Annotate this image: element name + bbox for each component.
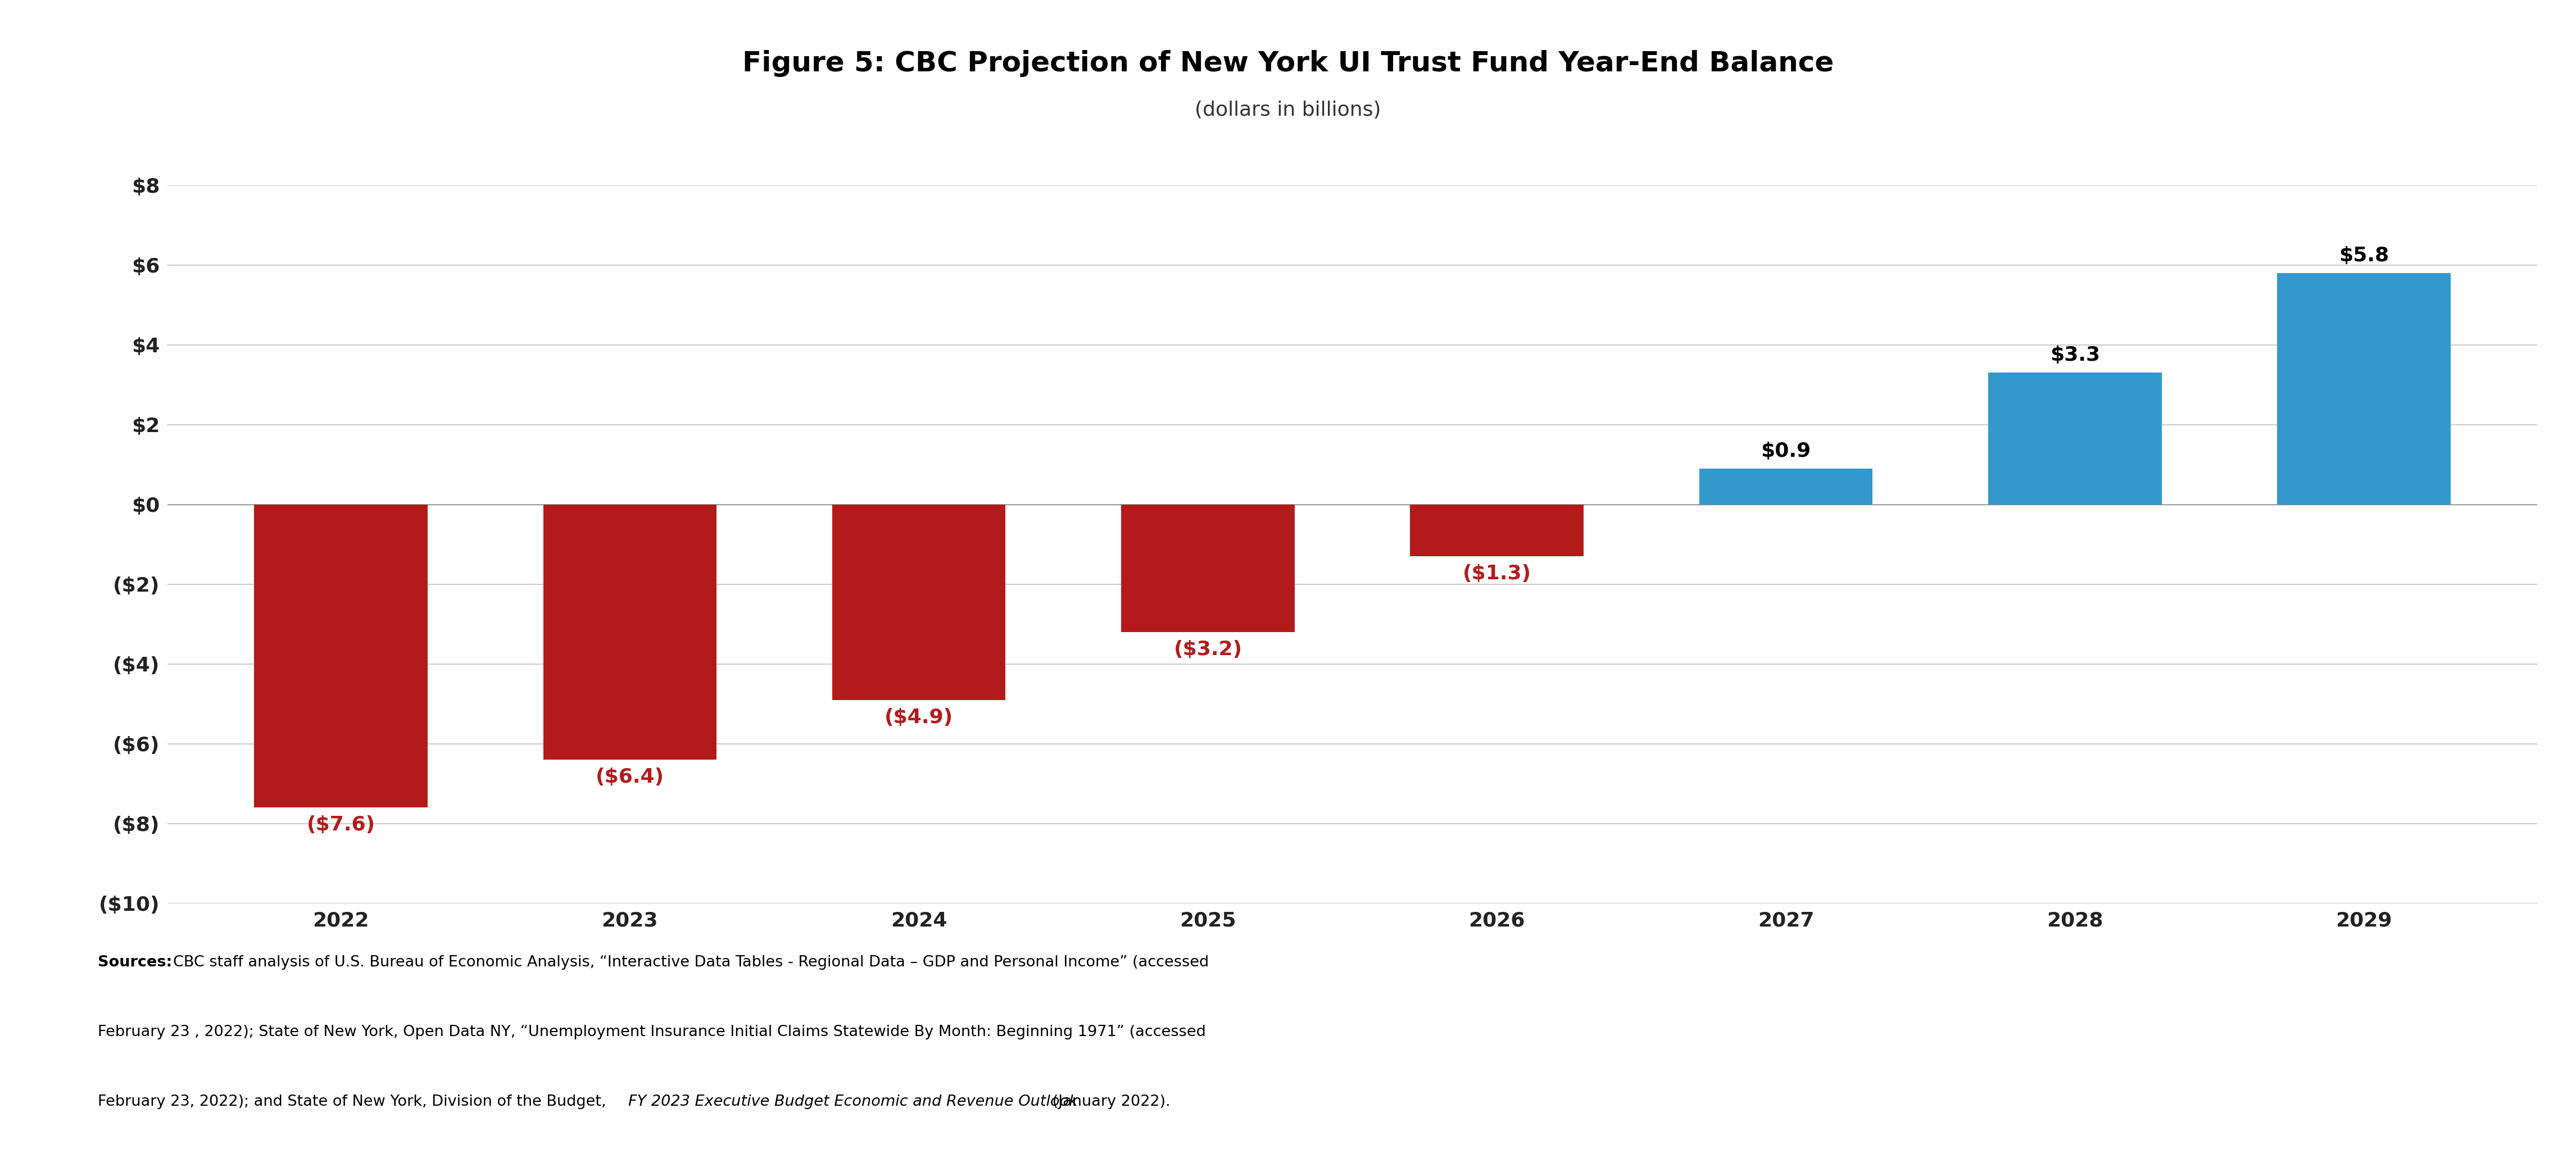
Text: (January 2022).: (January 2022). <box>1048 1094 1170 1109</box>
Text: (dollars in billions): (dollars in billions) <box>1195 101 1381 119</box>
Text: $0.9: $0.9 <box>1762 441 1811 461</box>
Text: $5.8: $5.8 <box>2339 245 2388 265</box>
Bar <box>1700 469 1873 505</box>
Text: ($7.6): ($7.6) <box>307 815 376 835</box>
Text: February 23, 2022); and State of New York, Division of the Budget,: February 23, 2022); and State of New Yor… <box>98 1094 611 1109</box>
Bar <box>2277 273 2450 505</box>
Bar <box>1121 505 1296 632</box>
Text: $3.3: $3.3 <box>2050 346 2099 365</box>
Bar <box>255 505 428 807</box>
Text: ($6.4): ($6.4) <box>595 768 665 786</box>
Bar <box>544 505 716 760</box>
Bar <box>1409 505 1584 556</box>
Text: FY 2023 Executive Budget Economic and Revenue Outlook: FY 2023 Executive Budget Economic and Re… <box>629 1094 1077 1109</box>
Text: ($1.3): ($1.3) <box>1463 564 1530 584</box>
Text: ($3.2): ($3.2) <box>1175 640 1242 659</box>
Bar <box>832 505 1005 699</box>
Text: Sources:: Sources: <box>98 955 178 970</box>
Text: ($4.9): ($4.9) <box>884 708 953 727</box>
Bar <box>1989 373 2161 505</box>
Text: CBC staff analysis of U.S. Bureau of Economic Analysis, “Interactive Data Tables: CBC staff analysis of U.S. Bureau of Eco… <box>173 955 1208 970</box>
Text: February 23 , 2022); State of New York, Open Data NY, “Unemployment Insurance In: February 23 , 2022); State of New York, … <box>98 1025 1206 1040</box>
Text: Figure 5: CBC Projection of New York UI Trust Fund Year-End Balance: Figure 5: CBC Projection of New York UI … <box>742 50 1834 78</box>
